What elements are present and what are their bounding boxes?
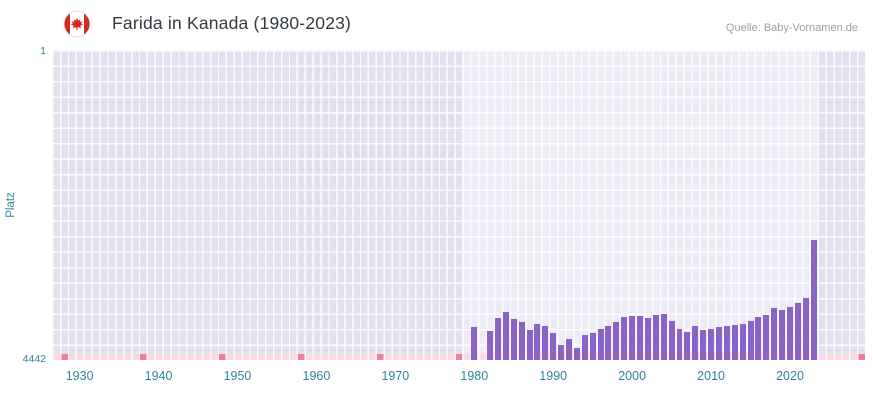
rank-bar[interactable] (621, 317, 628, 360)
rank-bar[interactable] (518, 322, 525, 360)
y-tick-bottom: 4442 (22, 353, 46, 365)
y-axis-label: Platz (5, 192, 18, 218)
rank-bar[interactable] (471, 327, 478, 360)
x-tick-label: 1980 (460, 369, 489, 383)
rank-bar[interactable] (637, 315, 644, 360)
source-credit: Quelle: Baby-Vornamen.de (725, 22, 858, 34)
rank-bar[interactable] (676, 329, 683, 360)
rank-bar[interactable] (566, 338, 572, 360)
rank-bar[interactable] (779, 310, 786, 360)
rank-bar[interactable] (550, 333, 557, 360)
rank-bar[interactable] (684, 331, 691, 360)
rank-bar[interactable] (731, 324, 738, 360)
rank-bar[interactable] (652, 315, 659, 360)
canada-flag-icon (63, 10, 91, 38)
x-axis: 1930 1940 1950 1960 1970 1980 1990 2000 2010 2020 (52, 369, 865, 387)
rank-bar[interactable] (581, 334, 588, 360)
rank-bar[interactable] (487, 331, 494, 360)
x-tick-label: 1960 (302, 369, 331, 383)
rank-bar[interactable] (787, 306, 793, 360)
rank-bar[interactable] (502, 311, 509, 360)
rank-bar[interactable] (494, 317, 501, 360)
rank-bar[interactable] (605, 325, 612, 360)
rank-bar[interactable] (700, 329, 707, 360)
rank-bar[interactable] (771, 308, 778, 360)
rank-bar[interactable] (573, 348, 580, 360)
rank-bar[interactable] (708, 329, 715, 360)
rank-bar[interactable] (747, 320, 754, 360)
x-tick-label: 1930 (65, 369, 94, 383)
x-tick-label: 1990 (539, 369, 568, 383)
x-tick-label: 1970 (381, 369, 410, 383)
y-axis: Platz (0, 50, 22, 360)
rank-bar[interactable] (613, 322, 620, 360)
x-tick-label: 1940 (144, 369, 173, 383)
rank-bar[interactable] (763, 315, 770, 360)
x-tick-label: 1950 (223, 369, 252, 383)
rank-bar[interactable] (542, 325, 549, 360)
rank-bar[interactable] (589, 333, 596, 360)
chart-title: Farida in Kanada (1980-2023) (112, 13, 352, 33)
rank-bar[interactable] (597, 329, 604, 360)
rank-bar[interactable] (810, 239, 817, 360)
rank-bar[interactable] (802, 298, 809, 360)
grid-overlay (52, 50, 865, 360)
rank-bar[interactable] (739, 324, 746, 360)
rank-bar[interactable] (644, 317, 651, 360)
bars-layer (52, 50, 865, 360)
plot-area (52, 50, 865, 360)
x-tick-label: 2000 (618, 369, 647, 383)
rank-bar[interactable] (692, 325, 699, 360)
rank-bar[interactable] (660, 313, 667, 360)
rank-bar[interactable] (510, 319, 517, 360)
x-tick-label: 2010 (697, 369, 725, 383)
rank-bar[interactable] (723, 325, 730, 360)
y-tick-top: 1 (40, 45, 46, 57)
rank-bar[interactable] (629, 315, 636, 360)
rank-bar[interactable] (755, 317, 762, 360)
rank-bar[interactable] (794, 302, 801, 360)
rank-bar[interactable] (715, 327, 722, 360)
x-tick-label: 2020 (776, 369, 804, 383)
rank-bar[interactable] (558, 345, 565, 360)
rank-bar[interactable] (668, 320, 675, 360)
rank-bar[interactable] (534, 324, 541, 360)
rank-bar[interactable] (526, 329, 533, 360)
